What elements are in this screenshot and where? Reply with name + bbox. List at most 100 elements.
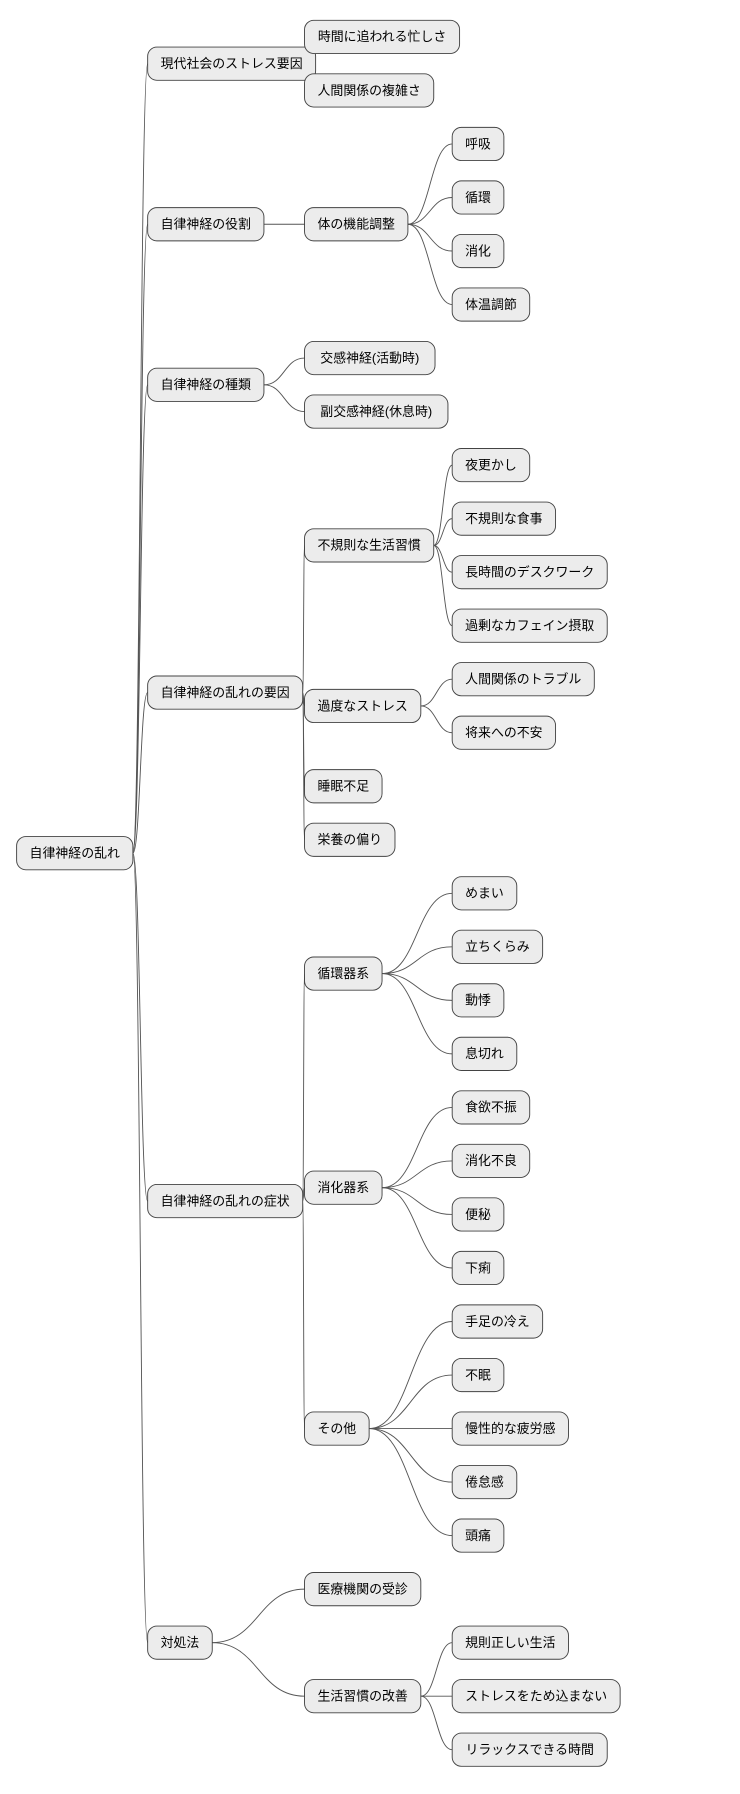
edge bbox=[382, 893, 452, 973]
edge bbox=[434, 519, 452, 546]
edge bbox=[382, 1107, 452, 1187]
tree-node: 栄養の偏り bbox=[305, 823, 395, 856]
edges-layer bbox=[133, 37, 452, 1750]
edge bbox=[369, 1429, 452, 1483]
node-label: 呼吸 bbox=[465, 136, 491, 151]
tree-node: 交感神経(活動時) bbox=[305, 341, 435, 374]
node-label: 息切れ bbox=[465, 1046, 504, 1061]
edge bbox=[212, 1643, 304, 1697]
edge bbox=[382, 947, 452, 974]
node-label: 人間関係のトラブル bbox=[465, 672, 581, 687]
tree-node: 消化 bbox=[452, 234, 504, 267]
edge bbox=[303, 974, 305, 1201]
node-label: ストレスをため込まない bbox=[465, 1689, 607, 1704]
tree-node: 人間関係の複雑さ bbox=[305, 74, 434, 107]
edge bbox=[434, 545, 452, 572]
edge bbox=[133, 853, 148, 1201]
mindmap-diagram: 自律神経の乱れ 現代社会のストレス要因時間に追われる忙しさ人間関係の複雑さ自律神経… bbox=[0, 0, 740, 1794]
tree-node: 自律神経の乱れ bbox=[17, 837, 133, 870]
node-label: 不規則な食事 bbox=[465, 511, 543, 526]
node-label: 夜更かし bbox=[465, 457, 517, 472]
node-label: 過剰なカフェイン摂取 bbox=[465, 618, 594, 633]
tree-node: 息切れ bbox=[452, 1037, 517, 1070]
node-label: 現代社会のストレス要因 bbox=[161, 56, 303, 71]
edge bbox=[408, 224, 452, 304]
tree-node: 不規則な食事 bbox=[452, 502, 555, 535]
node-label: 不眠 bbox=[465, 1367, 491, 1382]
tree-node: 便秘 bbox=[452, 1198, 504, 1231]
node-label: 自律神経の役割 bbox=[161, 217, 251, 232]
edge bbox=[382, 1188, 452, 1215]
tree-node: めまい bbox=[452, 877, 517, 910]
node-label: 消化 bbox=[465, 243, 491, 258]
edge bbox=[421, 679, 452, 706]
node-label: 時間に追われる忙しさ bbox=[318, 29, 446, 44]
tree-node: 不規則な生活習慣 bbox=[305, 529, 434, 562]
node-label: 過度なストレス bbox=[317, 698, 407, 713]
tree-node: 対処法 bbox=[148, 1626, 213, 1659]
tree-node: 夜更かし bbox=[452, 449, 530, 482]
node-label: 循環 bbox=[465, 190, 491, 205]
node-label: 下痢 bbox=[465, 1260, 491, 1275]
tree-node: 副交感神経(休息時) bbox=[305, 395, 448, 428]
node-label: 自律神経の種類 bbox=[161, 377, 251, 392]
edge bbox=[369, 1429, 452, 1536]
edge bbox=[264, 358, 305, 385]
edge bbox=[382, 1161, 452, 1188]
tree-node: 将来への不安 bbox=[452, 716, 555, 749]
tree-node: 生活習慣の改善 bbox=[305, 1680, 421, 1713]
tree-node: 医療機関の受診 bbox=[305, 1573, 421, 1606]
node-label: リラックスできる時間 bbox=[465, 1742, 593, 1757]
edge bbox=[133, 64, 148, 853]
node-label: 栄養の偏り bbox=[317, 832, 382, 847]
edge bbox=[382, 974, 452, 1001]
tree-node: 規則正しい生活 bbox=[452, 1626, 568, 1659]
node-label: 手足の冷え bbox=[465, 1314, 530, 1329]
edge bbox=[421, 1643, 452, 1697]
nodes-layer: 自律神経の乱れ 現代社会のストレス要因時間に追われる忙しさ人間関係の複雑さ自律神経… bbox=[17, 20, 621, 1766]
node-label: 循環器系 bbox=[317, 966, 369, 981]
edge bbox=[369, 1375, 452, 1429]
node-label: 消化器系 bbox=[317, 1180, 369, 1195]
tree-node: 慢性的な疲労感 bbox=[452, 1412, 568, 1445]
tree-node: 頭痛 bbox=[452, 1519, 504, 1552]
edge bbox=[303, 1201, 305, 1428]
node-label: 食欲不振 bbox=[465, 1100, 517, 1115]
tree-node: 睡眠不足 bbox=[305, 770, 383, 803]
node-label: 体の機能調整 bbox=[317, 217, 395, 232]
edge bbox=[421, 1696, 452, 1750]
tree-node: 下痢 bbox=[452, 1251, 504, 1284]
tree-node: 現代社会のストレス要因 bbox=[148, 47, 316, 80]
edge bbox=[408, 144, 452, 224]
tree-node: 過度なストレス bbox=[305, 689, 421, 722]
tree-node: 立ちくらみ bbox=[452, 930, 542, 963]
node-label: 自律神経の乱れ bbox=[30, 845, 120, 860]
tree-node: 自律神経の乱れの症状 bbox=[148, 1184, 303, 1217]
tree-node: 自律神経の役割 bbox=[148, 208, 264, 241]
tree-node: 自律神経の乱れの要因 bbox=[148, 676, 303, 709]
tree-node: 手足の冷え bbox=[452, 1305, 542, 1338]
tree-node: 不眠 bbox=[452, 1358, 504, 1391]
tree-node: 呼吸 bbox=[452, 127, 504, 160]
node-label: 将来への不安 bbox=[465, 725, 543, 740]
node-label: 慢性的な疲労感 bbox=[465, 1421, 555, 1436]
node-label: 医療機関の受診 bbox=[317, 1581, 407, 1596]
node-label: 生活習慣の改善 bbox=[317, 1689, 407, 1704]
tree-node: 消化器系 bbox=[305, 1171, 383, 1204]
node-label: その他 bbox=[317, 1421, 356, 1436]
edge bbox=[133, 224, 148, 853]
tree-node: リラックスできる時間 bbox=[452, 1733, 607, 1766]
tree-node: 過剰なカフェイン摂取 bbox=[452, 609, 607, 642]
tree-node: 時間に追われる忙しさ bbox=[305, 20, 460, 53]
edge bbox=[303, 545, 305, 692]
node-label: 睡眠不足 bbox=[317, 779, 369, 794]
tree-node: 倦怠感 bbox=[452, 1465, 517, 1498]
tree-node: 長時間のデスクワーク bbox=[452, 556, 607, 589]
node-label: 副交感神経(休息時) bbox=[320, 404, 432, 419]
tree-node: ストレスをため込まない bbox=[452, 1680, 620, 1713]
tree-node: 体の機能調整 bbox=[305, 208, 408, 241]
node-label: 便秘 bbox=[465, 1207, 491, 1222]
node-label: 自律神経の乱れの症状 bbox=[161, 1193, 290, 1208]
edge bbox=[264, 385, 305, 412]
node-label: 不規則な生活習慣 bbox=[318, 538, 421, 553]
